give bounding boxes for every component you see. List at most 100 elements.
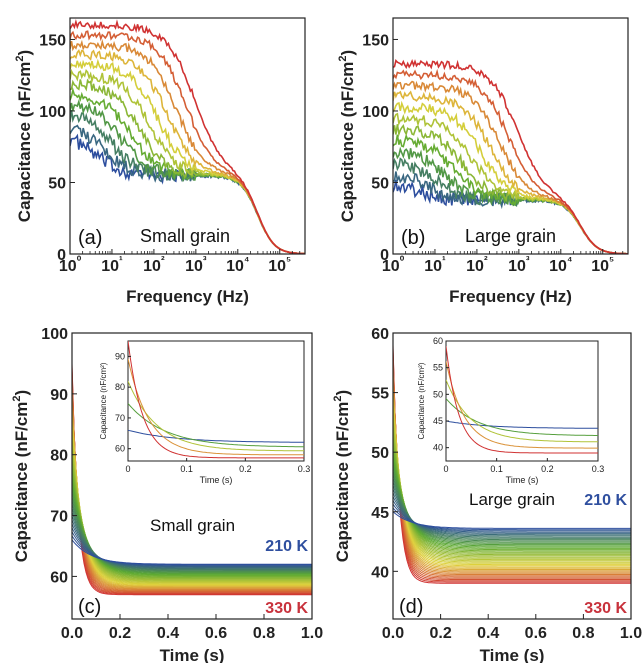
series-line — [393, 507, 631, 531]
inset-line — [446, 420, 598, 429]
series-line — [72, 495, 312, 573]
inset-x-tick-label: 0.1 — [490, 464, 503, 474]
inset-y-tick-label: 50 — [433, 389, 443, 399]
series-line — [393, 481, 631, 539]
inset-series — [128, 341, 304, 459]
x-tick-label: 1.0 — [620, 625, 642, 642]
inset-y-tick-label: 45 — [433, 416, 443, 426]
y-axis-title: Capacitance (nF/cm2) — [14, 50, 34, 222]
series-line — [393, 356, 631, 580]
x-tick-label: 10³ — [185, 255, 207, 275]
inset-frame — [445, 340, 599, 462]
inset-line — [128, 403, 304, 448]
series-line — [72, 447, 312, 581]
y-tick-label: 50 — [48, 175, 66, 192]
series-line — [72, 383, 312, 592]
y-tick-label: 90 — [50, 387, 68, 404]
series-line — [393, 382, 631, 572]
series-line — [72, 487, 312, 574]
panel-2-series — [72, 363, 312, 596]
y-tick-label: 55 — [371, 386, 389, 403]
inset-x-tick-label: 0 — [443, 464, 448, 474]
x-axis-title: Time (s) — [160, 646, 225, 663]
series-line — [393, 496, 631, 534]
series-line — [393, 435, 631, 554]
y-tick-label: 70 — [50, 509, 68, 526]
temp-label-hot: 330 K — [265, 600, 308, 617]
plot-frame — [392, 17, 629, 255]
x-tick-label: 10² — [466, 255, 488, 275]
y-tick-label: 50 — [371, 175, 389, 192]
series-line — [72, 471, 312, 577]
series-line — [72, 363, 312, 596]
series-line — [393, 397, 631, 567]
series-line — [72, 479, 312, 576]
series-line — [72, 467, 312, 578]
grain-label: Large grain — [465, 226, 556, 246]
series-line — [72, 399, 312, 589]
series-line — [70, 19, 305, 254]
series-line — [72, 503, 312, 571]
series-line — [72, 391, 312, 591]
x-tick-label: 0.6 — [525, 625, 547, 642]
panel-letter: (c) — [78, 596, 101, 618]
inset-x-tick-label: 0.1 — [180, 464, 193, 474]
series-line — [393, 454, 631, 548]
series-line — [393, 401, 631, 566]
x-tick-label: 10¹ — [101, 255, 123, 275]
y-axis-title: Capacitance (nF/cm2) — [11, 390, 31, 562]
x-tick-label: 10⁵ — [591, 255, 614, 275]
series-line — [393, 432, 631, 556]
series-line — [393, 458, 631, 547]
series-line — [393, 378, 631, 573]
x-tick-label: 0.8 — [572, 625, 594, 642]
inset-y-title: Capacitance (nF/cm²) — [99, 362, 108, 439]
series-line — [72, 407, 312, 588]
series-line — [72, 435, 312, 583]
y-tick-label: 0 — [380, 247, 389, 264]
series-line — [393, 344, 631, 584]
grain-label: Small grain — [140, 226, 230, 246]
inset-x-tick-label: 0.2 — [239, 464, 252, 474]
series-line — [393, 371, 631, 575]
inset-line — [446, 361, 598, 449]
grain-label: Small grain — [150, 516, 235, 535]
plot-frame — [392, 332, 632, 620]
series-line — [72, 423, 312, 585]
y-tick-label: 100 — [362, 104, 389, 121]
inset-y-tick-label: 70 — [115, 413, 125, 423]
series-line — [72, 483, 312, 575]
series-line — [393, 469, 631, 543]
series-line — [393, 473, 631, 542]
series-line — [72, 455, 312, 580]
panel-0-series — [70, 19, 305, 254]
x-tick-label: 1.0 — [301, 625, 323, 642]
inset-x-tick-label: 0.3 — [298, 464, 311, 474]
inset-line — [128, 358, 304, 456]
panel-1-axes: 10⁰ 10¹ 10² 10³ 10⁴ 10⁵ 0 50 100 150 Frequency (Hz… — [337, 17, 629, 306]
y-tick-label: 100 — [39, 104, 66, 121]
x-tick-label: 0.2 — [109, 625, 131, 642]
x-axis-title: Frequency (Hz) — [449, 287, 572, 306]
series-line — [393, 420, 631, 559]
series-line — [72, 443, 312, 582]
series-line — [393, 360, 631, 579]
x-axis-title: Time (s) — [480, 646, 545, 663]
x-tick-label: 0.2 — [429, 625, 451, 642]
series-line — [72, 415, 312, 587]
series-line — [72, 491, 312, 573]
series-line — [72, 379, 312, 593]
y-tick-label: 100 — [41, 326, 68, 343]
panel-letter: (b) — [401, 227, 425, 249]
temp-label-cold: 210 K — [584, 492, 627, 509]
inset-y-tick-label: 55 — [433, 363, 443, 373]
panel-letter: (d) — [399, 596, 423, 618]
x-axis-title: Frequency (Hz) — [126, 287, 249, 306]
panel-3-series — [393, 344, 631, 584]
inset-y-tick-label: 80 — [115, 382, 125, 392]
series-line — [393, 352, 631, 582]
panel-3-axes: 0.0 0.2 0.4 0.6 0.8 1.0 40 45 50 55 60 Time (s) Capa… — [332, 326, 642, 663]
x-tick-label: 0.4 — [477, 625, 499, 642]
temp-label-hot: 330 K — [584, 600, 627, 617]
series-line — [72, 371, 312, 594]
